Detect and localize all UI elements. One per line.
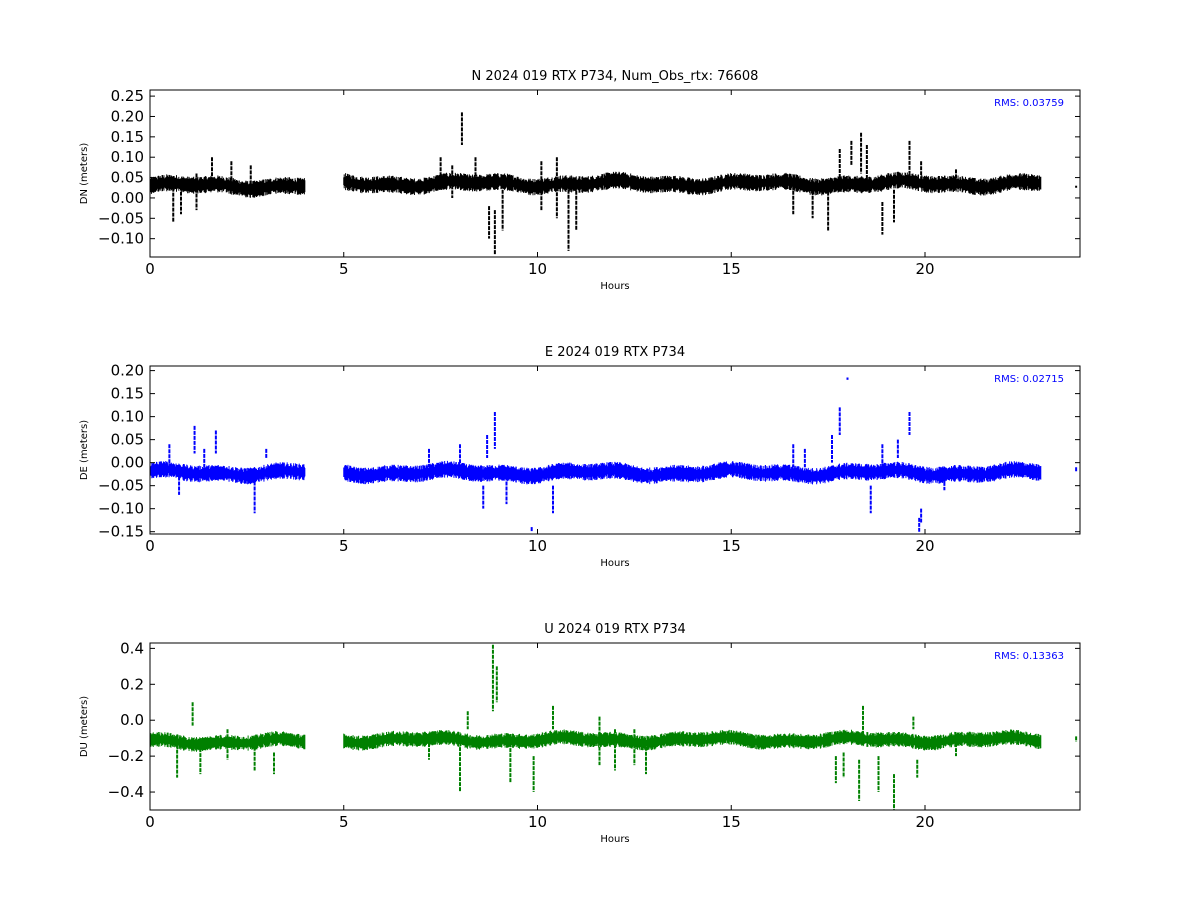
y-tick-label: −0.10	[98, 500, 144, 518]
x-tick-label: 5	[339, 537, 349, 555]
x-tick-label: 15	[722, 260, 741, 278]
panel-title: E 2024 019 RTX P734	[545, 345, 685, 360]
panel-1: 0 5 10 15 20 −0.10 −0.05 0.00 0.05 0.10 0.15 0.20 0.…	[79, 69, 1081, 292]
y-tick-label: −0.2	[108, 747, 144, 765]
data-band	[150, 460, 1042, 485]
x-tick-label: 10	[528, 537, 547, 555]
x-tick-label: 15	[722, 813, 741, 831]
y-tick-label: −0.15	[98, 523, 144, 541]
y-tick-label: −0.10	[98, 230, 144, 248]
panel-3: 0 5 10 15 20 −0.4 −0.2 0.0 0.2 0.4 U 2024 019 RTX …	[79, 622, 1081, 845]
y-tick-label: −0.05	[98, 477, 144, 495]
x-tick-label: 10	[528, 260, 547, 278]
axes-frame	[149, 89, 1081, 258]
rms-annotation: RMS: 0.13363	[994, 651, 1064, 662]
y-axis-label: DU (meters)	[79, 696, 90, 757]
panel-title: N 2024 019 RTX P734, Num_Obs_rtx: 76608	[472, 69, 759, 84]
y-tick-label: 0.05	[111, 169, 144, 187]
y-tick-label: 0.05	[111, 431, 144, 449]
y-tick-label: 0.25	[111, 87, 144, 105]
x-axis-label: Hours	[600, 834, 629, 845]
y-tick-label: 0.4	[120, 639, 144, 657]
x-tick-label: 5	[339, 260, 349, 278]
rms-annotation: RMS: 0.02715	[994, 374, 1064, 385]
y-tick-label: 0.20	[111, 362, 144, 380]
x-tick-label: 5	[339, 813, 349, 831]
y-tick-label: 0.00	[111, 454, 144, 472]
axes-frame	[149, 365, 1081, 535]
x-tick-label: 0	[145, 813, 155, 831]
x-tick-label: 20	[915, 537, 934, 555]
panel-title: U 2024 019 RTX P734	[544, 622, 686, 637]
y-tick-label: 0.15	[111, 385, 144, 403]
data-series	[150, 377, 1078, 532]
y-tick-label: −0.05	[98, 209, 144, 227]
y-tick-label: −0.4	[108, 783, 144, 801]
y-tick-label: 0.15	[111, 128, 144, 146]
data-band	[150, 729, 1042, 752]
x-tick-label: 10	[528, 813, 547, 831]
x-tick-label: 15	[722, 537, 741, 555]
y-tick-label: 0.2	[120, 675, 144, 693]
axes-frame	[149, 642, 1081, 811]
x-axis-label: Hours	[600, 558, 629, 569]
y-axis-label: DN (meters)	[79, 143, 90, 205]
data-band	[150, 171, 1042, 198]
x-tick-label: 0	[145, 260, 155, 278]
y-tick-label: 0.20	[111, 107, 144, 125]
y-tick-label: 0.10	[111, 148, 144, 166]
y-axis-label: DE (meters)	[79, 420, 90, 480]
y-tick-label: 0.00	[111, 189, 144, 207]
y-tick-label: 0.0	[120, 711, 144, 729]
data-series	[150, 112, 1078, 255]
x-tick-label: 20	[915, 813, 934, 831]
panel-2: 0 5 10 15 20 −0.15 −0.10 −0.05 0.00 0.05 0.10 0.15 0…	[79, 345, 1081, 569]
x-tick-label: 0	[145, 537, 155, 555]
y-tick-label: 0.10	[111, 408, 144, 426]
rms-annotation: RMS: 0.03759	[994, 98, 1064, 109]
data-series	[150, 644, 1078, 810]
x-tick-label: 20	[915, 260, 934, 278]
x-axis-label: Hours	[600, 281, 629, 292]
